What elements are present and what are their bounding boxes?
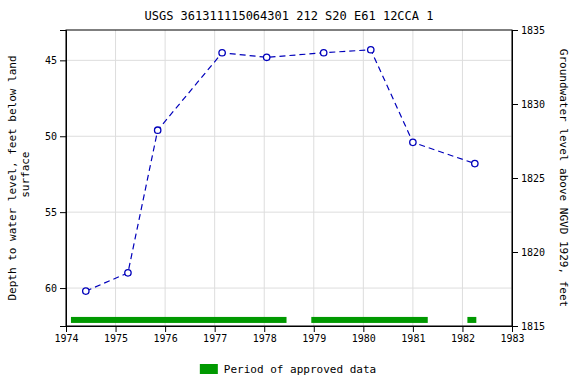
grid: [66, 30, 512, 326]
tick-label: 1982: [451, 333, 475, 344]
tick-mark: [165, 326, 166, 332]
tick-mark: [512, 30, 518, 31]
tick-mark: [512, 252, 518, 253]
tick-mark: [512, 104, 518, 105]
tick-label: 1979: [302, 333, 326, 344]
tick: 60: [45, 283, 66, 294]
tick-mark: [462, 326, 463, 332]
y-axis: 45 50 55 60: [45, 31, 67, 327]
tick: 1978: [253, 326, 277, 344]
plot-frame: [66, 30, 512, 326]
tick-mark: [116, 326, 117, 332]
grid-line: [66, 60, 512, 61]
grid-line: [66, 136, 512, 137]
tick: 1976: [154, 326, 178, 344]
marker: [219, 50, 225, 56]
marker: [264, 54, 270, 60]
marker: [472, 160, 478, 166]
marker: [320, 50, 326, 56]
grid-line: [412, 30, 413, 326]
data-area: [71, 47, 478, 323]
tick: 45: [45, 55, 66, 66]
tick-label: 1820: [521, 247, 545, 258]
tick: 55: [45, 207, 66, 218]
grid-line: [165, 30, 166, 326]
tick-mark: [512, 326, 518, 327]
legend-label: Period of approved data: [224, 363, 376, 376]
grid-line: [313, 30, 314, 326]
tick: 1979: [302, 326, 326, 344]
tick-mark: [314, 326, 315, 332]
tick-label: 1825: [521, 173, 545, 184]
chart: 1974 1975 1976 1977 1978 1979 1980 1981 1982 1983…: [0, 0, 576, 384]
tick: 1825: [512, 173, 545, 184]
tick-mark: [60, 212, 66, 213]
marker: [125, 270, 131, 276]
approved-period: [311, 317, 427, 323]
grid-line: [363, 30, 364, 326]
tick: 1977: [203, 326, 227, 344]
tick: 1830: [512, 99, 545, 110]
grid-line: [214, 30, 215, 326]
tick-label: 1980: [352, 333, 376, 344]
tick-mark: [215, 326, 216, 332]
tick-label: 1815: [521, 321, 545, 332]
tick: 1982: [451, 326, 475, 344]
tick-label: 1978: [253, 333, 277, 344]
title: USGS 361311115064301 212 S20 E61 12CCA 1: [145, 9, 434, 23]
tick-label: 1976: [154, 333, 178, 344]
legend: Period of approved data: [200, 363, 376, 376]
tick-mark: [264, 326, 265, 332]
tick: 1974: [54, 326, 78, 344]
tick-mark: [363, 326, 364, 332]
approved-period: [467, 317, 476, 323]
tick-mark: [512, 178, 518, 179]
tick: 1975: [104, 326, 128, 344]
legend-item: Period of approved data: [200, 363, 376, 376]
plot: 1974 1975 1976 1977 1978 1979 1980 1981 1982 1983…: [45, 25, 545, 344]
marker: [83, 288, 89, 294]
tick: 50: [45, 131, 66, 142]
tick-label: 50: [45, 131, 57, 142]
axis-line: [513, 31, 519, 327]
tick-mark: [413, 326, 414, 332]
grid-line: [462, 30, 463, 326]
marker: [368, 47, 374, 53]
grid-line: [66, 212, 512, 213]
y-axis-title: Depth to water level, feet below land su…: [6, 55, 32, 300]
y2-axis-title: Groundwater level above NGVD 1929, feet: [557, 49, 570, 307]
tick-label: 55: [45, 207, 57, 218]
tick-mark: [60, 60, 66, 61]
tick: 1981: [401, 326, 425, 344]
tick: 1980: [352, 326, 376, 344]
tick: 1835: [512, 25, 545, 36]
marker: [154, 127, 160, 133]
grid-line: [115, 30, 116, 326]
line: [86, 50, 475, 291]
tick-label: 1974: [54, 333, 78, 344]
y2-axis: 1815 1820 1825 1830 1835: [512, 25, 545, 332]
legend-swatch: [200, 364, 218, 374]
tick-label: 1977: [203, 333, 227, 344]
axis-line: [67, 327, 513, 333]
grid-line: [66, 288, 512, 289]
tick-label: 1830: [521, 99, 545, 110]
tick-mark: [60, 136, 66, 137]
tick: 1820: [512, 247, 545, 258]
grid-line: [264, 30, 265, 326]
marker: [410, 139, 416, 145]
tick-label: 1835: [521, 25, 545, 36]
tick-label: 60: [45, 283, 57, 294]
approved-period: [71, 317, 287, 323]
tick-label: 1981: [401, 333, 425, 344]
tick-label: 1975: [104, 333, 128, 344]
tick-mark: [60, 288, 66, 289]
tick-label: 1983: [500, 333, 524, 344]
tick: 1815: [512, 321, 545, 332]
x-axis: 1974 1975 1976 1977 1978 1979 1980 1981 1982 1983: [54, 326, 524, 344]
tick-label: 45: [45, 55, 57, 66]
